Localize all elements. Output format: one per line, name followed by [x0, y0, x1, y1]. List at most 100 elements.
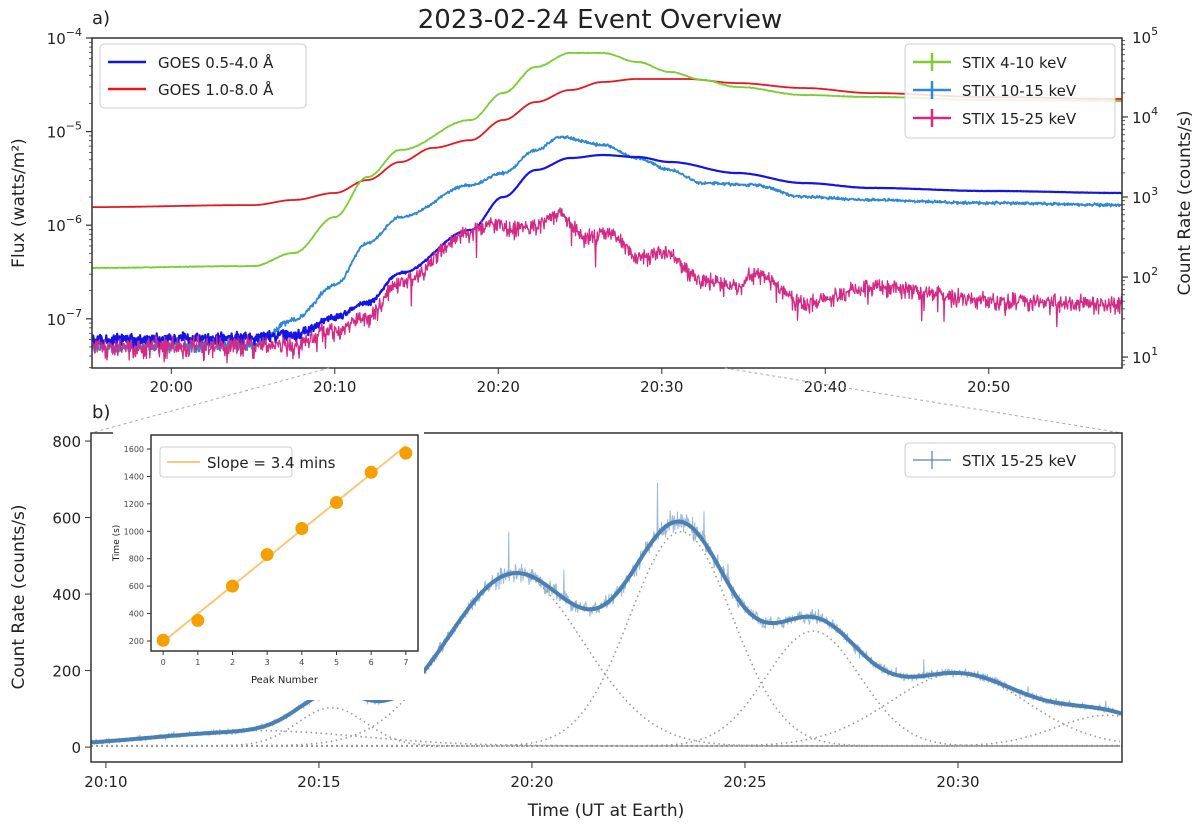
inset-y-tick-label: 1000 — [124, 527, 144, 536]
x-tick-label: 20:20 — [477, 378, 520, 396]
legend-label: GOES 1.0-8.0 Å — [158, 80, 274, 99]
y-tick-label-right: 105 — [1132, 25, 1158, 47]
y-tick-label: 400 — [52, 586, 81, 604]
y-tick-label-right: 103 — [1132, 185, 1158, 207]
y-tick-label-right: 101 — [1132, 345, 1158, 367]
tick-exponent: 4 — [1151, 105, 1158, 118]
y-tick-label: 800 — [52, 433, 81, 451]
inset-y-tick-label: 800 — [129, 555, 144, 564]
inset-x-tick-label: 2 — [230, 658, 235, 667]
series-line-goes-0-5-4-0- — [92, 153, 1122, 349]
fit-component-0 — [91, 729, 1120, 747]
x-tick-label: 20:30 — [640, 378, 683, 396]
tick-base: 10 — [1132, 269, 1151, 287]
legend-label: STIX 4-10 keV — [962, 54, 1067, 72]
zoom-connector-right — [724, 367, 1123, 434]
tick-base: 10 — [1132, 349, 1151, 367]
y-tick-label-left: 10−6 — [47, 213, 82, 235]
tick-exponent: 1 — [1151, 345, 1158, 358]
tick-base: 10 — [47, 124, 66, 142]
x-tick-label: 20:00 — [150, 378, 193, 396]
panel-b-ylabel: Count Rate (counts/s) — [9, 505, 29, 690]
legend-stix-15-25 — [904, 442, 1116, 478]
panel-a-ylabel-left: Flux (watts/m²) — [9, 138, 29, 268]
zoom-connector-left — [90, 367, 330, 434]
y-tick-label-left: 10−4 — [47, 26, 82, 48]
tick-base: 10 — [1132, 109, 1151, 127]
inset-x-tick-label: 4 — [299, 658, 304, 667]
inset-xlabel: Peak Number — [251, 675, 319, 686]
inset-point — [225, 579, 239, 593]
inset-y-tick-label: 1600 — [124, 445, 144, 454]
x-tick-label: 20:50 — [967, 378, 1010, 396]
x-tick-label: 20:20 — [510, 773, 553, 791]
tick-base: 10 — [1132, 29, 1151, 47]
inset-x-tick-label: 3 — [265, 658, 270, 667]
inset-fit-line — [162, 445, 407, 643]
series-line-stix-10-15-kev — [92, 135, 1122, 355]
x-tick-label: 20:10 — [313, 378, 356, 396]
legend-label: STIX 10-15 keV — [962, 82, 1077, 100]
fit-component-6 — [91, 714, 1121, 747]
y-tick-label-right: 104 — [1132, 105, 1158, 127]
legend-label: STIX 15-25 keV — [962, 110, 1077, 128]
tick-exponent: −6 — [66, 213, 82, 226]
tick-exponent: 3 — [1151, 185, 1158, 198]
tick-exponent: −4 — [66, 26, 82, 39]
legend-label: GOES 0.5-4.0 Å — [158, 53, 274, 72]
inset-y-tick-label: 1400 — [124, 472, 144, 481]
y-tick-label-right: 102 — [1132, 265, 1158, 287]
inset-point — [364, 465, 378, 479]
tick-base: 10 — [1132, 189, 1151, 207]
inset-point — [330, 495, 344, 509]
inset-ylabel: Time (s) — [112, 525, 122, 563]
panel-b: 20:10 20:15 20:20 20:25 20:30 0 200 400 600 800 ST… — [52, 367, 1123, 791]
panel-b-label: b) — [92, 402, 110, 423]
inset-x-tick-label: 5 — [334, 658, 339, 667]
inset-point — [399, 446, 413, 460]
panel-a-ylabel-right: Count Rate (counts/s) — [1175, 111, 1195, 296]
y-tick-label: 600 — [52, 510, 81, 528]
legend-label: STIX 15-25 keV — [962, 452, 1077, 470]
inset-x-tick-label: 6 — [369, 658, 374, 667]
fit-component-1 — [91, 706, 1120, 747]
panel-a-label: a) — [92, 8, 110, 29]
tick-exponent: −7 — [66, 307, 82, 320]
x-tick-label: 20:10 — [84, 773, 127, 791]
tick-exponent: 2 — [1151, 265, 1158, 278]
x-tick-label: 20:40 — [804, 378, 847, 396]
x-tick-label: 20:30 — [936, 773, 979, 791]
inset-point — [260, 548, 274, 562]
inset-x-tick-label: 1 — [195, 658, 200, 667]
inset-y-tick-label: 400 — [129, 610, 144, 619]
panel-b-xlabel: Time (UT at Earth) — [527, 801, 685, 821]
inset-y-tick-label: 600 — [129, 582, 144, 591]
y-tick-label: 0 — [71, 739, 81, 757]
legend-stix — [904, 43, 1116, 139]
tick-exponent: −5 — [66, 120, 82, 133]
panel-a: 20:00 20:10 20:20 20:30 20:40 20:5010−410−510… — [47, 25, 1158, 396]
tick-base: 10 — [47, 30, 66, 48]
inset-x-tick-label: 7 — [403, 658, 408, 667]
inset-point — [191, 613, 205, 627]
inset-point — [295, 522, 309, 536]
y-tick-label: 200 — [52, 663, 81, 681]
y-tick-label-left: 10−7 — [47, 307, 82, 329]
panel-b-frame — [90, 432, 1123, 763]
inset-y-tick-label: 200 — [129, 637, 144, 646]
inset-legend-label: Slope = 3.4 mins — [207, 454, 336, 472]
inset-point — [156, 633, 170, 647]
tick-base: 10 — [47, 311, 66, 329]
fit-total-line — [91, 519, 1122, 745]
tick-base: 10 — [47, 217, 66, 235]
tick-exponent: 5 — [1151, 25, 1158, 38]
inset-plot: 0 1 2 3 4 5 6 7 200 400 600 800 1000 1200 1400 1600 Peak… — [112, 432, 424, 700]
inset-legend — [159, 446, 293, 478]
panel-a-frame — [91, 37, 1123, 369]
inset-y-tick-label: 1200 — [124, 500, 144, 509]
x-tick-label: 20:15 — [297, 773, 340, 791]
y-tick-label-left: 10−5 — [47, 120, 82, 142]
figure-title: 2023-02-24 Event Overview — [418, 5, 783, 35]
series-line-stix-15-25-kev — [92, 207, 1122, 364]
